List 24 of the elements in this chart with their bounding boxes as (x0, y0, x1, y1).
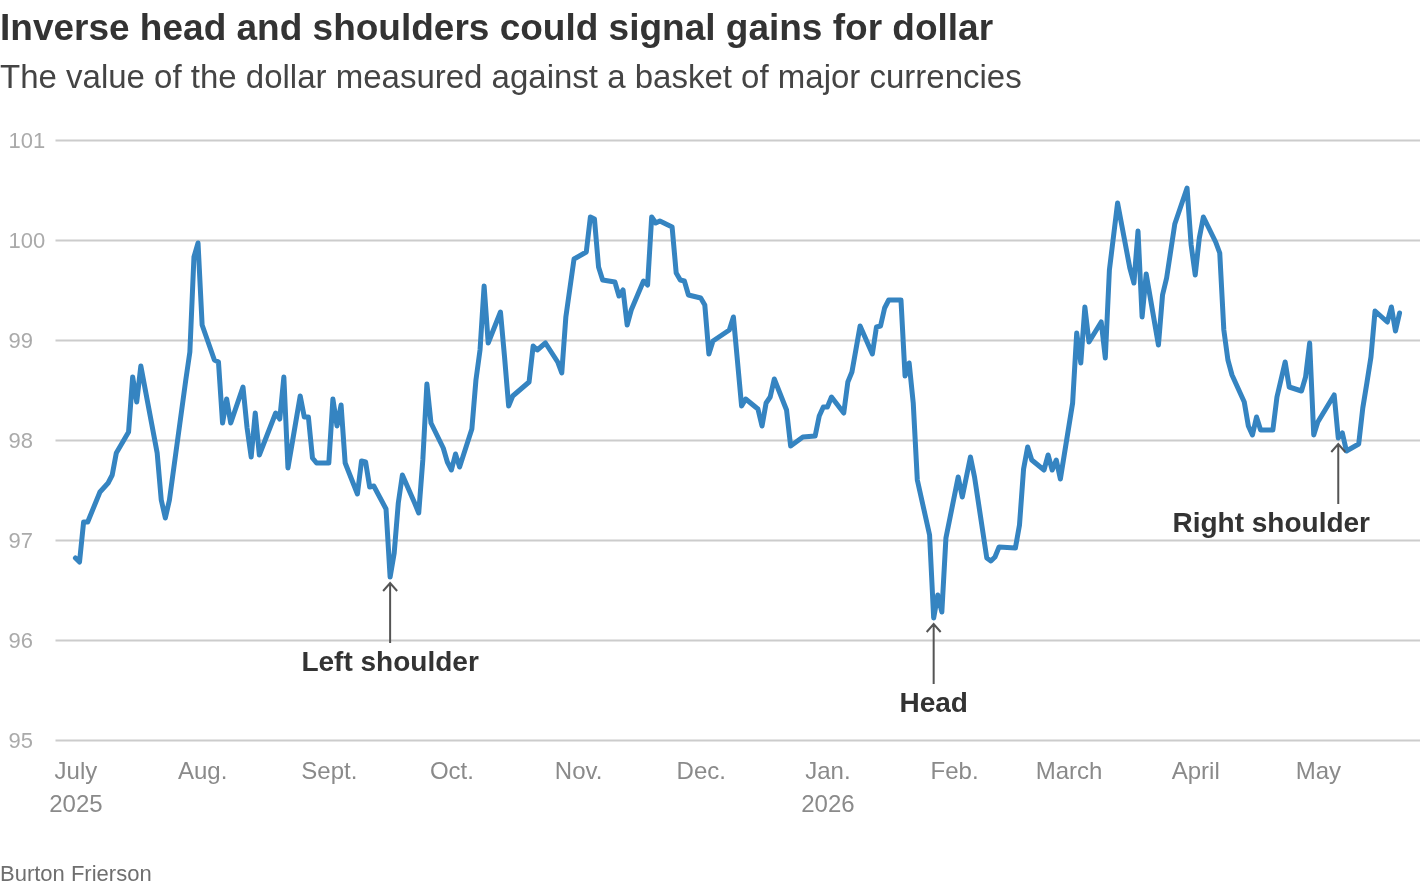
y-tick-label: 97 (8, 527, 33, 553)
x-tick-label: Nov. (554, 756, 603, 784)
chart-title: Inverse head and shoulders could signal gains for dollar (0, 7, 994, 48)
x-tick-label: March (1035, 756, 1103, 784)
annotation: Left shoulder (301, 646, 479, 677)
x-tick-label: Oct. (429, 756, 474, 784)
y-tick-label: 98 (8, 427, 33, 453)
x-tick-label: May (1295, 756, 1341, 784)
x-tick-label: Aug. (177, 756, 228, 784)
text: Burton Frierson (0, 861, 152, 886)
x-tick-label: Dec. (676, 756, 726, 784)
y-tick-label: 96 (8, 627, 33, 653)
y-tick-label: 99 (8, 327, 33, 353)
y-tick-label: 95 (8, 727, 33, 753)
x-tick-label: Feb. (930, 756, 979, 784)
y-tick-label: 100 (8, 227, 46, 253)
x-tick-label: Jan. 2026 (801, 756, 855, 817)
y-tick-label: 101 (8, 127, 46, 153)
annotation: Right shoulder (1172, 507, 1371, 538)
x-tick-label: July 2025 (49, 756, 103, 817)
chart-subtitle: The value of the dollar measured against a basket of major currencies (0, 58, 1022, 95)
annotation: Head (899, 687, 968, 718)
x-tick-label: Sept. (301, 756, 358, 784)
x-tick-label: April (1171, 756, 1220, 784)
